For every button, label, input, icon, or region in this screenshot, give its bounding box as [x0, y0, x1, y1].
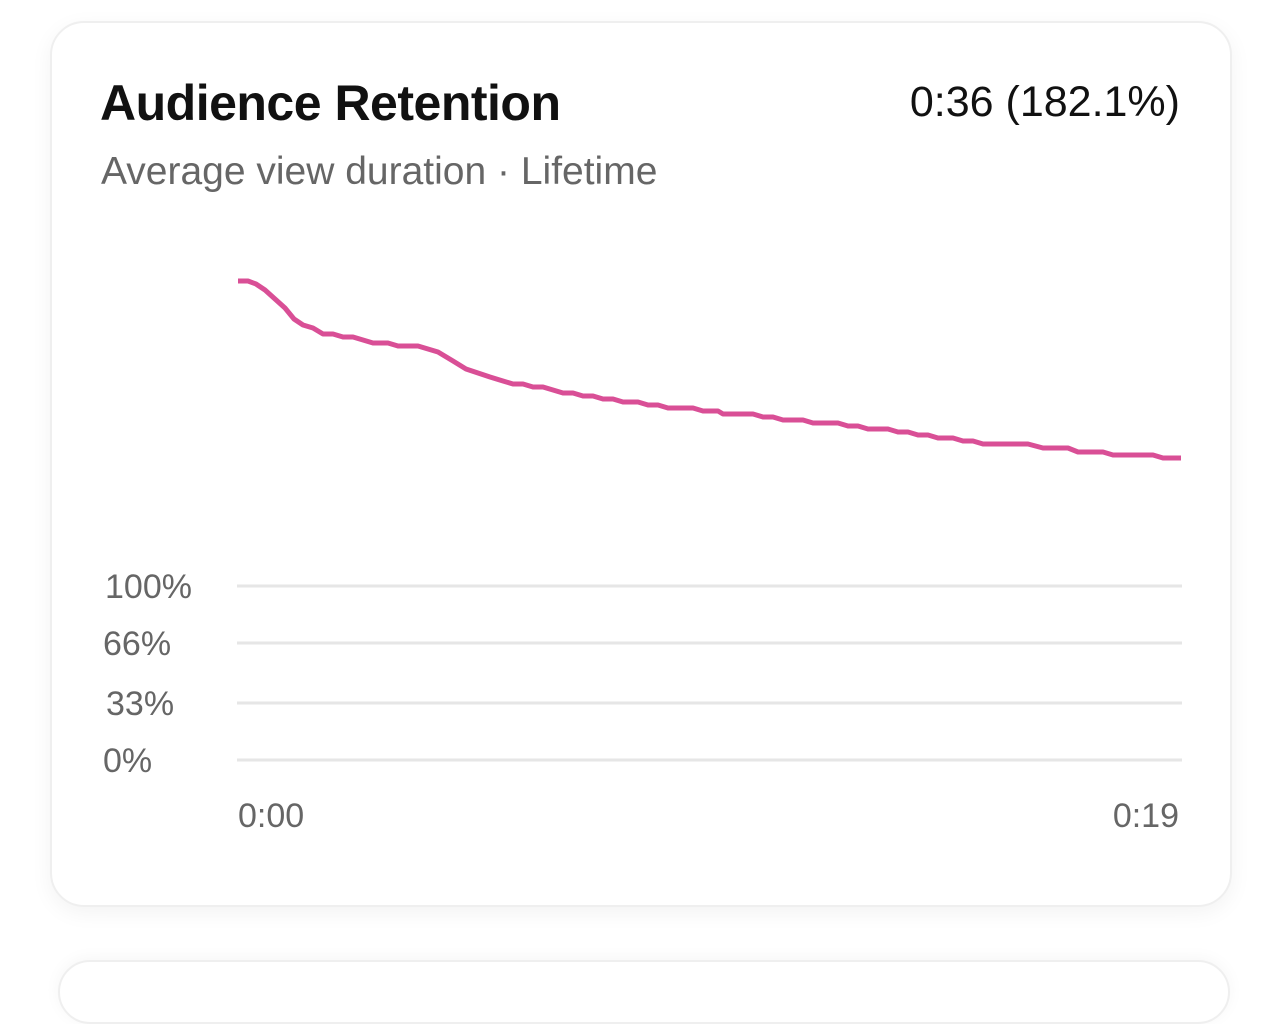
retention-chart [237, 278, 1182, 762]
x-tick-start: 0:00 [238, 797, 305, 835]
next-card [58, 960, 1230, 1024]
gridlines [237, 584, 1182, 762]
retention-line [238, 278, 1181, 461]
card-title: Audience Retention [100, 75, 561, 131]
y-tick-100: 100% [105, 568, 192, 606]
x-tick-end: 0:19 [1112, 797, 1179, 835]
y-tick-33: 33% [106, 685, 175, 723]
card-subtitle: Average view duration · Lifetime [101, 150, 658, 193]
average-view-duration-value: 0:36 (182.1%) [909, 78, 1180, 126]
y-tick-66: 66% [103, 625, 172, 663]
y-tick-0: 0% [103, 742, 153, 780]
